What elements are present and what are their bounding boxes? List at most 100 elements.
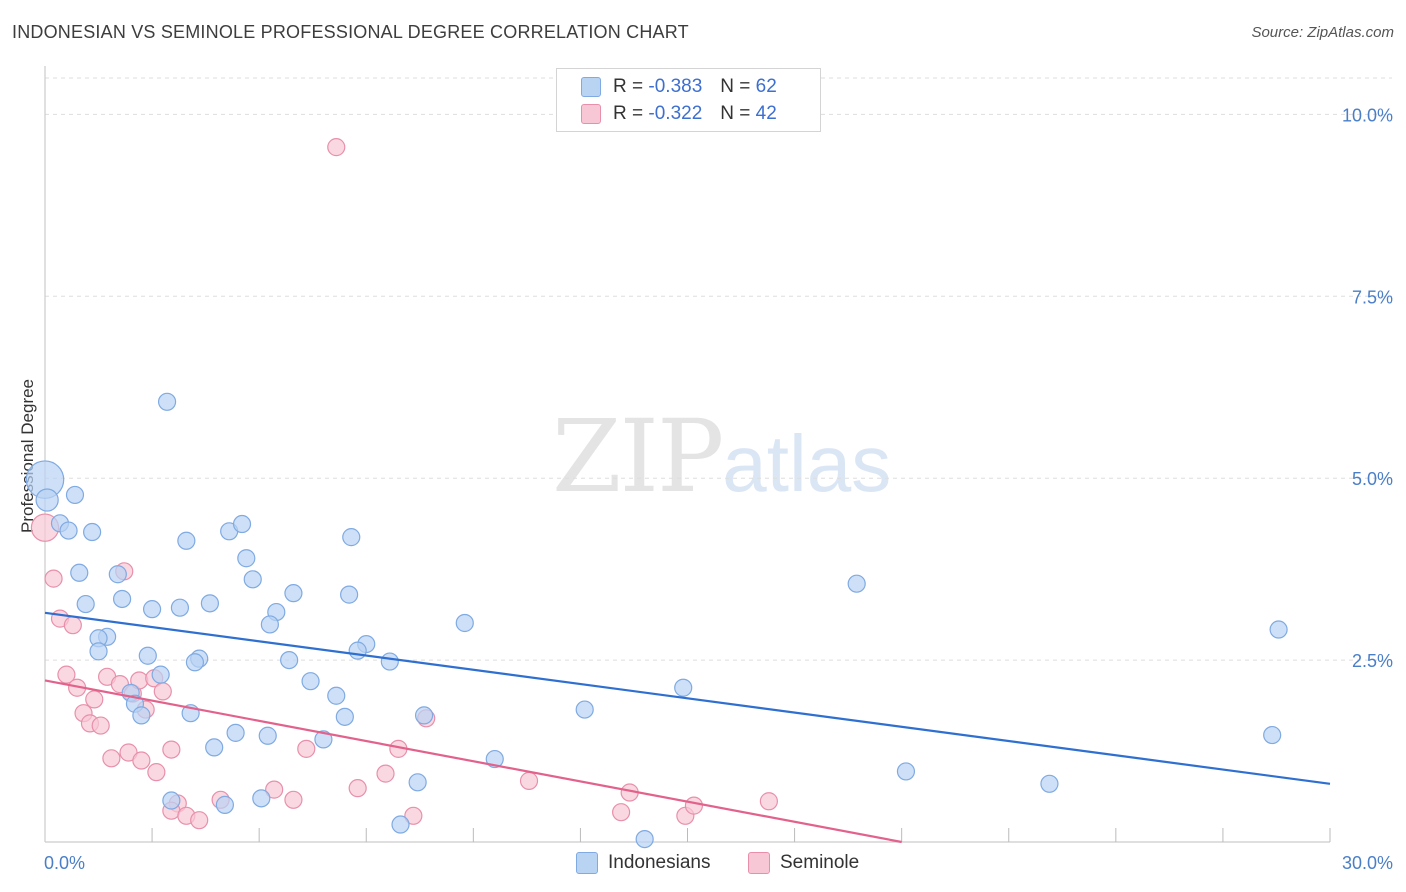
seminole-point — [132, 751, 151, 770]
legend-r-value: -0.322 — [648, 103, 703, 124]
seminole-point — [153, 682, 172, 701]
indonesians-point — [1263, 725, 1282, 745]
legend-r-value: -0.383 — [648, 76, 703, 97]
seminole-point — [376, 764, 395, 783]
indonesians-point — [280, 650, 299, 670]
indonesians-point — [391, 815, 410, 834]
indonesians-point — [896, 762, 916, 781]
seminole-point — [327, 138, 346, 157]
seminole-point — [612, 803, 631, 822]
legend-row-indonesians: R = -0.383 N = 62 — [581, 75, 777, 99]
seminole-point — [57, 665, 76, 684]
indonesians-point — [847, 574, 866, 593]
axes — [44, 66, 1331, 843]
indonesians-point — [112, 589, 132, 609]
indonesians-point — [260, 615, 279, 634]
watermark-zip: ZIP — [552, 398, 724, 515]
legend-swatch-pink — [748, 852, 770, 874]
y-tick-label: 10.0% — [1342, 105, 1393, 125]
indonesians-point — [70, 563, 89, 582]
indonesians-point — [414, 706, 434, 725]
indonesians-point — [301, 672, 320, 691]
indonesians-point — [243, 570, 262, 589]
seminole-point — [102, 749, 121, 768]
seminole-point — [44, 569, 63, 588]
x-tick-label-min: 0.0% — [44, 853, 85, 873]
y-tick-label: 5.0% — [1352, 469, 1393, 489]
indonesians-point — [314, 730, 333, 749]
seminole-point — [190, 811, 209, 830]
chart-title: INDONESIAN VS SEMINOLE PROFESSIONAL DEGR… — [12, 22, 689, 42]
indonesians-point — [185, 653, 205, 672]
indonesians-point — [1269, 620, 1288, 639]
indonesians-point — [65, 485, 85, 505]
indonesians-point — [485, 749, 504, 769]
indonesians-point — [252, 789, 271, 808]
legend-r-label: R = — [613, 103, 644, 124]
watermark-atlas: atlas — [722, 419, 892, 508]
seminole-point — [265, 780, 284, 799]
legend-n-label: N = — [720, 76, 751, 97]
legend-label-indonesians: Indonesians — [608, 852, 711, 873]
indonesians-point — [408, 773, 427, 792]
indonesians-point — [455, 613, 474, 633]
indonesians-point — [157, 392, 177, 411]
correlation-legend: R = -0.383 N = 62 R = -0.322 N = 42 — [556, 68, 821, 132]
indonesians-point — [35, 488, 59, 512]
indonesians-point — [89, 642, 108, 661]
indonesians-point — [380, 652, 399, 671]
legend-n-value: 42 — [755, 103, 777, 124]
seminole-point — [404, 806, 423, 825]
indonesians-point — [76, 594, 95, 614]
indonesians-point — [575, 700, 594, 719]
legend-item-indonesians: Indonesians — [576, 852, 710, 874]
indonesians-point — [674, 678, 693, 697]
watermark: ZIPatlas — [552, 398, 891, 515]
seminole-point — [63, 616, 82, 635]
indonesians-point — [215, 795, 234, 814]
indonesians-point — [226, 723, 245, 742]
seminole-point — [91, 716, 110, 735]
indonesians-point — [200, 594, 220, 613]
indonesians-point — [138, 646, 157, 665]
indonesians-point — [142, 600, 162, 619]
seminole-trend-line — [44, 679, 902, 844]
indonesians-point — [335, 707, 354, 726]
series-legend: Indonesians Seminole — [0, 852, 1406, 878]
indonesians-point — [342, 528, 361, 547]
indonesians-point — [232, 514, 252, 534]
legend-swatch-pink — [581, 104, 601, 124]
seminole-point — [684, 796, 704, 815]
indonesians-point — [327, 686, 346, 705]
indonesians-points — [25, 392, 1288, 849]
indonesians-point — [59, 521, 78, 540]
indonesians-point — [151, 665, 170, 684]
tick-labels: 2.5% 5.0% 7.5% 10.0% 0.0% 30.0% — [44, 105, 1393, 873]
indonesians-point — [1040, 774, 1059, 793]
seminole-point — [119, 743, 138, 762]
legend-n-value: 62 — [755, 76, 777, 97]
seminole-point — [297, 739, 316, 758]
seminole-point — [147, 763, 166, 782]
indonesians-point — [237, 549, 256, 568]
legend-row-seminole: R = -0.322 N = 42 — [581, 102, 777, 126]
legend-label-seminole: Seminole — [780, 852, 860, 873]
y-tick-label: 2.5% — [1352, 651, 1393, 671]
source-note: Source: ZipAtlas.com — [1251, 24, 1394, 41]
seminole-point — [85, 690, 104, 709]
indonesians-trend-line — [44, 611, 1331, 785]
indonesians-point — [205, 738, 224, 757]
indonesians-point — [258, 726, 277, 745]
seminole-point — [759, 792, 778, 811]
trend-lines — [44, 611, 1331, 844]
legend-r-label: R = — [613, 76, 644, 97]
indonesians-point — [348, 641, 367, 660]
seminole-point — [284, 790, 303, 809]
indonesians-point — [132, 706, 151, 725]
indonesians-point — [635, 829, 654, 849]
legend-n-label: N = — [720, 103, 751, 124]
x-tick-label-max: 30.0% — [1342, 853, 1393, 873]
indonesians-point — [170, 598, 190, 617]
legend-swatch-blue — [581, 77, 601, 97]
